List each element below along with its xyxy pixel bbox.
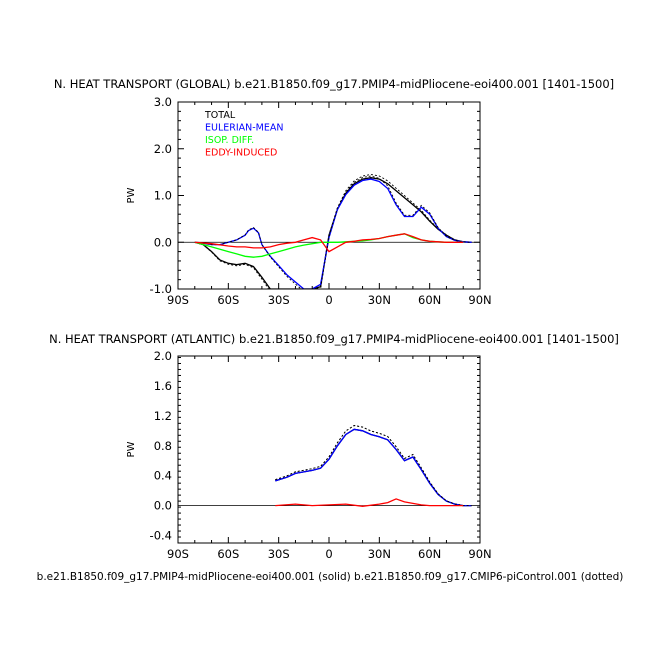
y-tick-label: -0.4 [150,529,172,543]
y-tick-label: 3.0 [154,95,172,109]
series-line-eddy-induced [275,498,464,507]
y-tick-label: 1.2 [154,409,172,423]
legend-item: EDDY-INDUCED [205,148,277,159]
x-tick-label: 90N [468,293,491,307]
series-dotted-total [194,174,472,289]
chart-atlantic: N. HEAT TRANSPORT (ATLANTIC) b.e21.B1850… [49,332,619,561]
x-tick-label: 60S [217,547,239,561]
x-tick-label: 90S [167,547,189,561]
x-tick-label: 90N [468,547,491,561]
y-tick-label: 0.0 [154,499,172,513]
y-tick-label: 1.6 [154,379,172,393]
y-axis-label: PW [126,441,137,457]
series-dotted-eulerian [275,425,472,507]
x-tick-label: 90S [167,293,189,307]
series-dotted-total [275,425,472,507]
plot-frame [177,355,481,544]
x-tick-label: 0 [325,547,332,561]
y-tick-label: 1.0 [154,189,172,203]
series-line-total [275,428,472,507]
y-tick-label: 0.8 [154,439,172,453]
x-tick-label: 60N [418,293,441,307]
chart-title: N. HEAT TRANSPORT (GLOBAL) b.e21.B1850.f… [54,77,614,91]
x-tick-label: 30N [368,547,391,561]
chart-global: N. HEAT TRANSPORT (GLOBAL) b.e21.B1850.f… [54,77,614,307]
y-tick-label: 0.0 [154,235,172,249]
x-tick-label: 60S [217,293,239,307]
series-line-total [194,177,472,289]
series-line-eulerian-mean [275,428,472,507]
y-tick-label: 2.0 [154,142,172,156]
series-line-eulerian-mean [194,178,472,289]
y-tick-label: 2.0 [154,349,172,363]
y-tick-label: -1.0 [150,282,172,296]
y-tick-label: 0.4 [154,469,172,483]
x-tick-label: 60N [418,547,441,561]
x-tick-label: 0 [325,293,332,307]
footer-caption: b.e21.B1850.f09_g17.PMIP4-midPliocene-eo… [37,571,624,583]
y-axis-label: PW [126,187,137,203]
legend-item: EULERIAN-MEAN [205,123,284,134]
series-line-eddy-induced [194,233,464,253]
chart-title: N. HEAT TRANSPORT (ATLANTIC) b.e21.B1850… [49,332,619,346]
x-tick-label: 30S [268,293,290,307]
legend-item: TOTAL [204,110,236,121]
x-tick-label: 30N [368,293,391,307]
x-tick-label: 30S [268,547,290,561]
legend-item: ISOP. DIFF. [205,135,254,146]
series-dotted-eulerian [194,175,472,289]
